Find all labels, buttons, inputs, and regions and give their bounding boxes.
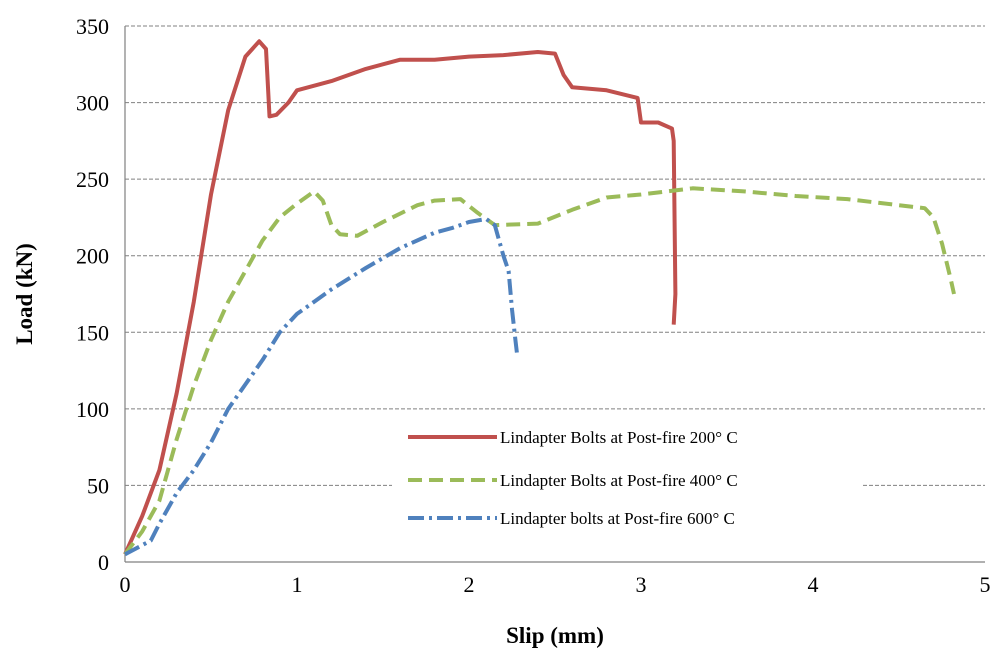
y-tick-50: 50: [87, 473, 109, 498]
x-tick-3: 3: [636, 572, 647, 597]
x-tick-5: 5: [980, 572, 991, 597]
y-axis-title: Load (kN): [12, 243, 37, 345]
y-tick-150: 150: [76, 320, 109, 345]
y-tick-250: 250: [76, 167, 109, 192]
y-tick-300: 300: [76, 91, 109, 116]
series-line-0: [123, 39, 678, 556]
legend-label-600c: Lindapter bolts at Post-fire 600° C: [500, 509, 735, 528]
x-tick-4: 4: [808, 572, 819, 597]
gridlines: [125, 25, 985, 486]
legend: Lindapter Bolts at Post-fire 200° C Lind…: [408, 428, 738, 528]
y-tick-200: 200: [76, 244, 109, 269]
y-tick-350: 350: [76, 14, 109, 39]
x-tick-labels: 0 1 2 3 4 5: [120, 572, 991, 597]
x-tick-2: 2: [464, 572, 475, 597]
series-line-2: [124, 217, 520, 557]
x-tick-1: 1: [292, 572, 303, 597]
series-lines: [123, 39, 956, 557]
y-tick-0: 0: [98, 550, 109, 575]
legend-label-200c: Lindapter Bolts at Post-fire 200° C: [500, 428, 738, 447]
x-tick-0: 0: [120, 572, 131, 597]
y-tick-100: 100: [76, 397, 109, 422]
legend-label-400c: Lindapter Bolts at Post-fire 400° C: [500, 471, 738, 490]
x-axis-title: Slip (mm): [506, 623, 604, 648]
y-tick-labels: 0 50 100 150 200 250 300 350: [76, 14, 109, 575]
legend-box: [392, 418, 862, 546]
